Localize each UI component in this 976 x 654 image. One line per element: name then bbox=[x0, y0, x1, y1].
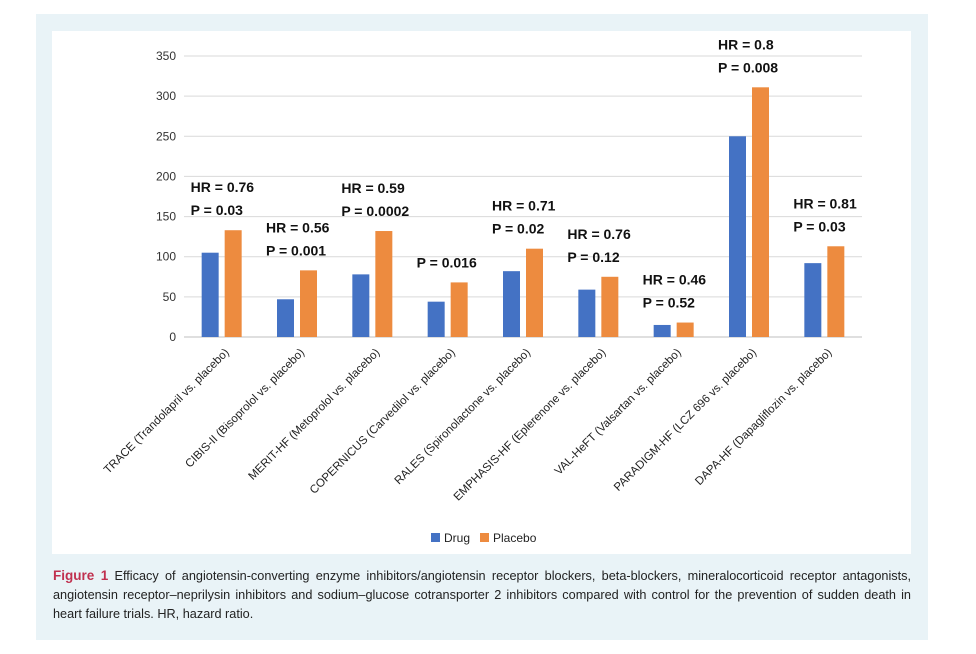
bar-drug bbox=[578, 289, 596, 337]
bar-placebo bbox=[526, 248, 543, 337]
p-value-label: P = 0.12 bbox=[567, 249, 620, 265]
bar-drug bbox=[729, 136, 746, 337]
y-tick-label: 50 bbox=[163, 290, 177, 304]
figure-caption: Figure 1 Efficacy of angiotensin-convert… bbox=[53, 566, 911, 624]
bar-drug bbox=[804, 263, 822, 337]
gridlines bbox=[184, 55, 862, 338]
y-tick-label: 200 bbox=[156, 169, 176, 183]
caption-text: Efficacy of angiotensin-converting enzym… bbox=[53, 569, 912, 621]
x-tick-label: RALES (Spironolactone vs. placebo) bbox=[393, 347, 534, 488]
legend-label-drug: Drug bbox=[444, 531, 470, 545]
x-tick-label: COPERNICUS (Carvedilol vs. placebo) bbox=[308, 347, 458, 497]
hazard-ratio-label: HR = 0.76 bbox=[191, 179, 255, 195]
p-value-label: P = 0.001 bbox=[266, 242, 326, 258]
y-tick-label: 250 bbox=[156, 129, 176, 143]
legend-swatch-drug bbox=[431, 533, 440, 542]
y-tick-label: 0 bbox=[169, 330, 176, 344]
x-tick-label: MERIT-HF (Metoprolol vs. placebo) bbox=[247, 347, 383, 483]
bar-placebo bbox=[300, 270, 317, 337]
p-value-label: P = 0.008 bbox=[718, 59, 778, 75]
bar-placebo bbox=[601, 276, 619, 337]
bar-placebo bbox=[450, 282, 468, 337]
x-tick-label: EMPHASIS-HF (Eplerenone vs. placebo) bbox=[452, 347, 609, 504]
legend: Drug Placebo bbox=[431, 531, 537, 545]
caption-label: Figure 1 bbox=[53, 568, 109, 583]
x-tick-label: PARADIGM-HF (LCZ 696 vs. placebo) bbox=[612, 347, 759, 494]
p-value-label: P = 0.03 bbox=[793, 218, 846, 234]
x-tick-label: VAL-HeFT (Valsartan vs. placebo) bbox=[553, 347, 684, 478]
p-value-label: P = 0.03 bbox=[191, 202, 244, 218]
x-tick-label: CIBIS-II (Bisoprolol vs. placebo) bbox=[183, 347, 307, 471]
legend-label-placebo: Placebo bbox=[493, 531, 537, 545]
legend-swatch-placebo bbox=[480, 533, 489, 542]
bar-drug bbox=[277, 299, 294, 337]
x-tick-label: DAPA-HF (Dapagliflozin vs. placebo) bbox=[693, 347, 834, 488]
y-tick-label: 100 bbox=[156, 250, 176, 264]
bar-drug bbox=[503, 271, 520, 337]
p-value-label: P = 0.0002 bbox=[341, 203, 409, 219]
bar-placebo bbox=[827, 246, 845, 337]
hazard-ratio-label: HR = 0.56 bbox=[266, 219, 330, 235]
y-axis-ticks: 0 50 100 150 200 250 300 350 bbox=[156, 49, 176, 344]
bar-drug bbox=[352, 274, 370, 337]
p-value-label: P = 0.02 bbox=[492, 221, 545, 237]
bar-placebo bbox=[676, 322, 694, 337]
y-tick-label: 350 bbox=[156, 49, 176, 63]
hazard-ratio-label: HR = 0.59 bbox=[341, 180, 405, 196]
bar-placebo bbox=[224, 230, 242, 337]
bar-drug bbox=[653, 324, 671, 337]
hazard-ratio-label: HR = 0.76 bbox=[567, 226, 631, 242]
hazard-ratio-label: HR = 0.46 bbox=[643, 272, 707, 288]
x-tick-label: TRACE (Trandolapril vs. placebo) bbox=[102, 347, 232, 477]
bar-placebo bbox=[375, 231, 393, 337]
hazard-ratio-label: HR = 0.8 bbox=[718, 36, 774, 52]
p-value-label: P = 0.52 bbox=[643, 295, 696, 311]
x-axis-labels: TRACE (Trandolapril vs. placebo)CIBIS-II… bbox=[102, 347, 835, 504]
p-value-label: P = 0.016 bbox=[417, 254, 477, 270]
bar-placebo bbox=[752, 87, 769, 337]
bars bbox=[201, 87, 845, 337]
y-tick-label: 150 bbox=[156, 210, 176, 224]
annotations: HR = 0.76 P = 0.03 HR = 0.56 P = 0.001 HR = … bbox=[191, 36, 857, 310]
bar-drug bbox=[427, 301, 445, 337]
y-tick-label: 300 bbox=[156, 89, 176, 103]
hazard-ratio-label: HR = 0.81 bbox=[793, 195, 857, 211]
bar-drug bbox=[201, 252, 219, 337]
hazard-ratio-label: HR = 0.71 bbox=[492, 198, 556, 214]
